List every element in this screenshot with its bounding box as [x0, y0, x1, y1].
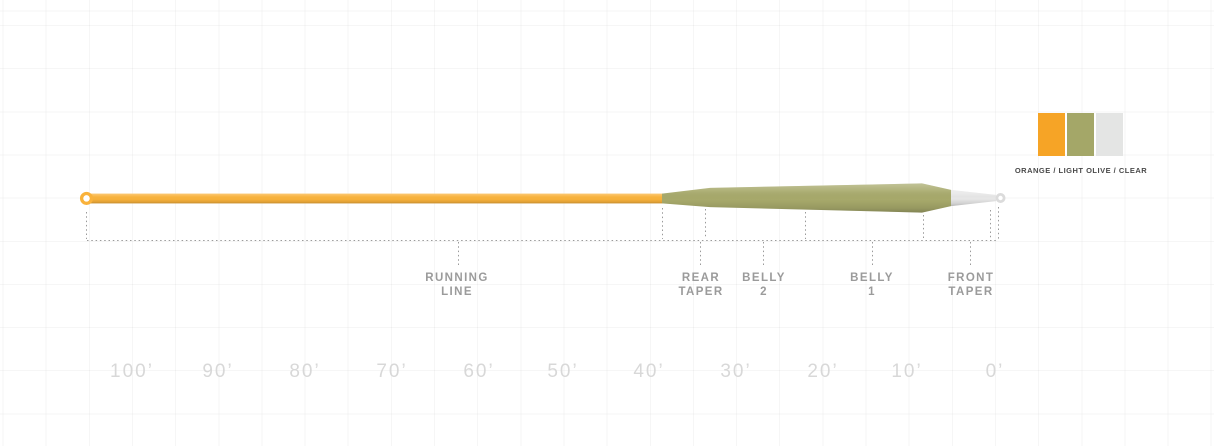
scale-label-10ft: 10’: [891, 361, 923, 382]
tip-loop-icon: [995, 192, 1006, 203]
segment-label-line2: 1: [868, 285, 876, 298]
legend-swatch-orange: [1038, 113, 1065, 156]
segment-label-belly-2: BELLY 2: [742, 272, 786, 299]
scale-label-30ft: 30’: [720, 361, 752, 382]
legend-swatch-clear: [1096, 113, 1123, 156]
segment-label-running-line: RUNNING LINE: [425, 272, 488, 299]
scale-label-20ft: 20’: [807, 361, 839, 382]
segment-label-line1: BELLY: [742, 272, 786, 284]
segment-label-front-taper: FRONT TAPER: [948, 272, 995, 299]
scale-label-40ft: 40’: [633, 361, 665, 382]
legend-swatches: [1038, 113, 1123, 156]
segment-label-rear-taper: REAR TAPER: [678, 272, 723, 299]
fly-line-body: [79, 183, 1006, 213]
scale-label-70ft: 70’: [376, 361, 408, 382]
segment-label-line2: TAPER: [678, 285, 724, 298]
dimension-bracket: [86, 207, 999, 266]
scale-label-100ft: 100’: [110, 361, 154, 382]
segment-label-line1: REAR: [681, 272, 721, 284]
legend-swatch-light-olive: [1067, 113, 1094, 156]
scale-label-90ft: 90’: [202, 361, 234, 382]
running-line-shading: [89, 193, 663, 204]
front-tip-shading: [951, 189, 996, 207]
scale-label-80ft: 80’: [289, 361, 321, 382]
scale-label-50ft: 50’: [547, 361, 579, 382]
segment-label-line1: RUNNING: [425, 272, 489, 284]
segment-label-line2: LINE: [441, 285, 473, 298]
segment-label-line2: TAPER: [948, 285, 994, 298]
segment-label-belly-1: BELLY 1: [850, 272, 894, 299]
scale-label-0ft: 0’: [985, 361, 1005, 382]
scale-label-60ft: 60’: [463, 361, 495, 382]
segment-label-line1: FRONT: [947, 272, 995, 284]
rear-loop-icon: [79, 191, 94, 205]
belly-shading: [662, 183, 951, 213]
segment-label-line1: BELLY: [850, 272, 894, 284]
legend-caption: ORANGE / LIGHT OLIVE / CLEAR: [1014, 166, 1148, 175]
color-legend: ORANGE / LIGHT OLIVE / CLEAR: [1015, 113, 1147, 175]
segment-label-line2: 2: [760, 285, 768, 298]
